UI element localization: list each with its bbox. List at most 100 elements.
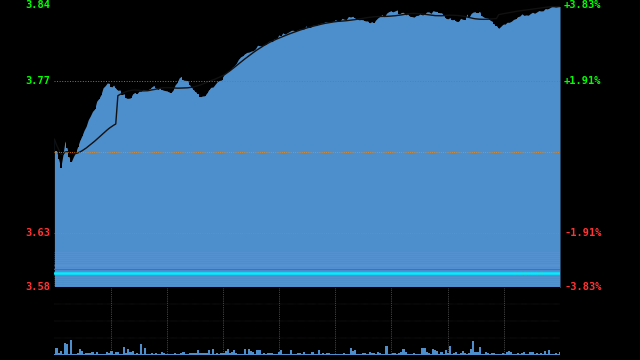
Bar: [269, 5, 271, 41]
Text: -3.83%: -3.83%: [564, 283, 602, 292]
Bar: [447, 353, 449, 355]
Bar: [555, 354, 557, 355]
Bar: [121, 354, 123, 355]
Bar: [242, 5, 244, 56]
Bar: [458, 5, 460, 21]
Bar: [202, 353, 204, 355]
Bar: [527, 354, 529, 355]
Bar: [381, 5, 383, 14]
Bar: [104, 5, 106, 86]
Bar: [394, 5, 396, 11]
Bar: [62, 5, 64, 156]
Bar: [269, 353, 271, 355]
Bar: [497, 5, 500, 28]
Bar: [428, 353, 430, 355]
Bar: [140, 5, 142, 91]
Bar: [536, 353, 538, 355]
Bar: [548, 5, 550, 8]
Bar: [136, 5, 138, 94]
Bar: [314, 5, 316, 25]
Bar: [168, 354, 170, 355]
Bar: [474, 352, 476, 355]
Bar: [79, 5, 81, 140]
Bar: [90, 353, 92, 355]
Bar: [85, 353, 87, 355]
Text: sina.com: sina.com: [513, 269, 547, 278]
Bar: [367, 5, 369, 21]
Bar: [246, 354, 248, 355]
Bar: [184, 5, 187, 80]
Bar: [461, 351, 464, 355]
Bar: [150, 354, 153, 355]
Bar: [155, 354, 157, 355]
Bar: [411, 5, 413, 17]
Bar: [523, 352, 525, 355]
Bar: [292, 5, 294, 30]
Bar: [472, 5, 474, 12]
Bar: [81, 351, 83, 355]
Bar: [123, 5, 125, 94]
Bar: [210, 354, 212, 355]
Bar: [102, 5, 104, 88]
Bar: [66, 344, 68, 355]
Bar: [432, 5, 434, 11]
Bar: [115, 5, 117, 88]
Bar: [502, 5, 504, 24]
Bar: [415, 5, 417, 15]
Bar: [419, 5, 421, 14]
Bar: [70, 5, 72, 162]
Bar: [335, 5, 337, 20]
Bar: [148, 5, 150, 89]
Bar: [324, 5, 326, 22]
Bar: [421, 348, 424, 355]
Bar: [202, 5, 204, 96]
Bar: [246, 5, 248, 53]
Bar: [348, 354, 349, 355]
Bar: [426, 5, 428, 12]
Bar: [322, 5, 324, 23]
Bar: [106, 352, 108, 355]
Bar: [294, 5, 296, 32]
Bar: [284, 354, 286, 355]
Bar: [161, 5, 163, 90]
Bar: [68, 5, 70, 157]
Bar: [58, 353, 60, 355]
Bar: [153, 5, 155, 85]
Bar: [299, 353, 301, 355]
Bar: [472, 341, 474, 355]
Bar: [157, 5, 159, 90]
Bar: [500, 5, 502, 26]
Bar: [216, 353, 218, 355]
Bar: [231, 352, 233, 355]
Bar: [121, 5, 123, 95]
Bar: [204, 354, 205, 355]
Bar: [398, 353, 400, 355]
Bar: [492, 5, 493, 21]
Bar: [542, 5, 544, 11]
Bar: [487, 5, 489, 18]
Bar: [257, 5, 259, 45]
Bar: [455, 352, 458, 355]
Bar: [312, 352, 314, 355]
Bar: [159, 5, 161, 87]
Bar: [474, 5, 476, 12]
Bar: [108, 354, 111, 355]
Bar: [519, 5, 521, 16]
Bar: [417, 5, 419, 15]
Bar: [424, 348, 426, 355]
Bar: [460, 353, 461, 355]
Bar: [136, 354, 138, 355]
Bar: [449, 346, 451, 355]
Bar: [294, 354, 296, 355]
Bar: [299, 5, 301, 29]
Bar: [53, 354, 56, 355]
Bar: [513, 354, 515, 355]
Bar: [178, 5, 180, 78]
Bar: [489, 5, 492, 20]
Bar: [550, 5, 552, 6]
Bar: [174, 5, 176, 85]
Bar: [144, 348, 147, 355]
Bar: [404, 5, 406, 15]
Bar: [377, 5, 379, 18]
Bar: [516, 5, 519, 17]
